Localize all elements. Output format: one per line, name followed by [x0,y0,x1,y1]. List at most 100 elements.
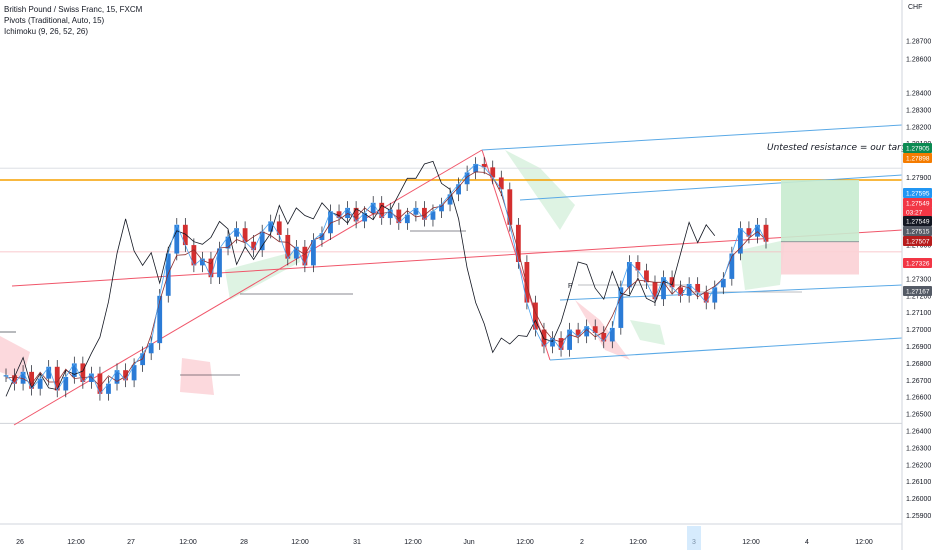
candle-body [669,277,675,288]
candle-body [362,212,368,222]
ichimoku-base-line [5,171,767,388]
price-badge-label: 1.27898 [906,155,930,162]
candle-body [208,258,214,278]
price-badge-label: 1.27167 [906,288,930,295]
ichimoku-cloud [575,300,630,360]
candle-body [182,224,188,246]
candle-body [285,234,291,259]
candle-body [396,209,402,224]
chart-legend: British Pound / Swiss Franc, 15, FXCM Pi… [4,4,142,37]
candle-body [447,194,453,205]
price-badge [903,188,932,198]
legend-pivots: Pivots (Traditional, Auto, 15) [4,16,105,25]
candle-body [106,383,111,394]
time-axis-highlight [687,526,701,550]
ichimoku-conversion-line [5,163,767,395]
candle-body [63,376,69,391]
candle-body [609,327,615,342]
candle-body [191,245,197,266]
candle-body [242,228,248,242]
y-tick-label: 1.28600 [906,57,931,64]
candle-body [268,221,274,232]
channel-mid [519,174,903,201]
candle-body [524,262,530,303]
x-tick-label: 12:00 [629,539,647,546]
candle-body [225,236,231,249]
candle-body [567,329,572,350]
candle-body [131,365,137,381]
legend-title: British Pound / Swiss Franc, 15, FXCM [4,5,143,14]
x-tick-label: 31 [353,539,361,546]
candle-body [464,172,470,185]
y-tick-label: 1.26700 [906,378,931,385]
candle-body [430,211,436,220]
candle-body [644,270,649,283]
candle-body [234,228,239,237]
price-badge-label: 1.27507 [906,238,930,245]
candle-body [584,326,590,337]
x-tick-label: 2 [580,539,584,546]
x-tick-label: 4 [805,539,809,546]
y-tick-label: 1.28300 [906,107,931,114]
price-badge [903,143,932,153]
price-badge-label: 1.27515 [906,228,930,235]
ichimoku-cloud [630,320,665,345]
y-tick-label: 1.28400 [906,90,931,97]
candle-body [311,240,316,266]
candle-body [387,209,393,219]
candle-body [20,371,26,384]
candle-body [481,163,487,168]
y-tick-label: 1.26600 [906,395,931,402]
candle-body [12,375,17,384]
x-tick-label: 12:00 [742,539,760,546]
price-badge [903,207,932,217]
y-tick-label: 1.26100 [906,479,931,486]
candle-body [618,287,624,328]
price-badge [903,236,932,246]
candle-body [558,338,564,350]
y-tick-label: 1.26200 [906,462,931,469]
candle-body [720,278,726,288]
candle-body [515,224,521,262]
price-badge [903,198,932,208]
x-tick-label: 12:00 [404,539,422,546]
candle-body [763,224,769,242]
candle-body [550,338,555,347]
y-tick-label: 1.27000 [906,327,931,334]
candle-body [97,373,103,394]
candle-body [686,283,692,296]
candle-body [498,177,504,190]
candle-body [626,262,632,288]
y-tick-label: 1.27100 [906,310,931,317]
price-badge-label: 1.27549 [906,218,930,225]
candle-body [746,228,752,237]
candle-body [379,202,385,219]
candle-body [259,231,265,251]
candle-body [353,207,359,222]
y-tick-label: 1.26800 [906,361,931,368]
candle-body [575,329,581,337]
currency-label: CHF [908,4,922,11]
y-tick-label: 1.25900 [906,513,931,520]
candle-body [46,366,52,379]
candle-body [174,224,180,254]
x-tick-label: 26 [16,539,24,546]
y-tick-label: 1.27500 [906,243,931,250]
candle-body [157,295,163,344]
x-tick-label: 12:00 [516,539,534,546]
candle-body [678,287,684,296]
candle-body [123,370,128,381]
candle-body [336,211,342,219]
candle-body [661,277,666,300]
candle-body [473,163,479,173]
price-badge [903,216,932,226]
candle-body [29,371,35,389]
candle-body [251,241,257,251]
y-tick-label: 1.27200 [906,293,931,300]
candle-body [490,167,496,178]
y-tick-label: 1.26500 [906,412,931,419]
candle-body [456,184,461,195]
candle-body [729,253,735,279]
candle-body [54,366,60,391]
